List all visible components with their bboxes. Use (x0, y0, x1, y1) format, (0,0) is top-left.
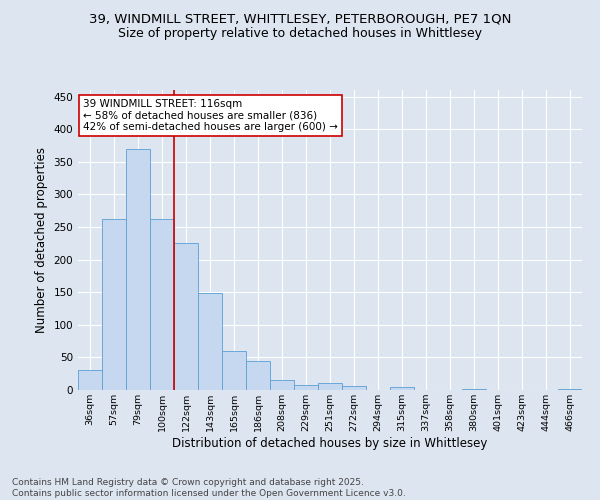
Bar (342, 386, 366, 390)
Bar (126, 148, 150, 390)
Text: Size of property relative to detached houses in Whittlesey: Size of property relative to detached ho… (118, 28, 482, 40)
Bar (246, 360, 270, 390)
Bar (198, 294, 222, 390)
Text: Contains HM Land Registry data © Crown copyright and database right 2025.
Contai: Contains HM Land Registry data © Crown c… (12, 478, 406, 498)
Bar (150, 219, 174, 390)
Bar (390, 386, 414, 390)
Bar (222, 351, 246, 390)
Bar (462, 388, 486, 390)
Y-axis label: Number of detached properties: Number of detached properties (35, 147, 48, 333)
Bar (558, 388, 582, 390)
X-axis label: Distribution of detached houses by size in Whittlesey: Distribution of detached houses by size … (172, 437, 488, 450)
Bar (294, 385, 318, 390)
Bar (318, 384, 342, 390)
Bar (174, 244, 198, 390)
Text: 39, WINDMILL STREET, WHITTLESEY, PETERBOROUGH, PE7 1QN: 39, WINDMILL STREET, WHITTLESEY, PETERBO… (89, 12, 511, 26)
Bar (270, 380, 294, 390)
Text: 39 WINDMILL STREET: 116sqm
← 58% of detached houses are smaller (836)
42% of sem: 39 WINDMILL STREET: 116sqm ← 58% of deta… (83, 99, 338, 132)
Bar (78, 370, 102, 390)
Bar (102, 219, 126, 390)
